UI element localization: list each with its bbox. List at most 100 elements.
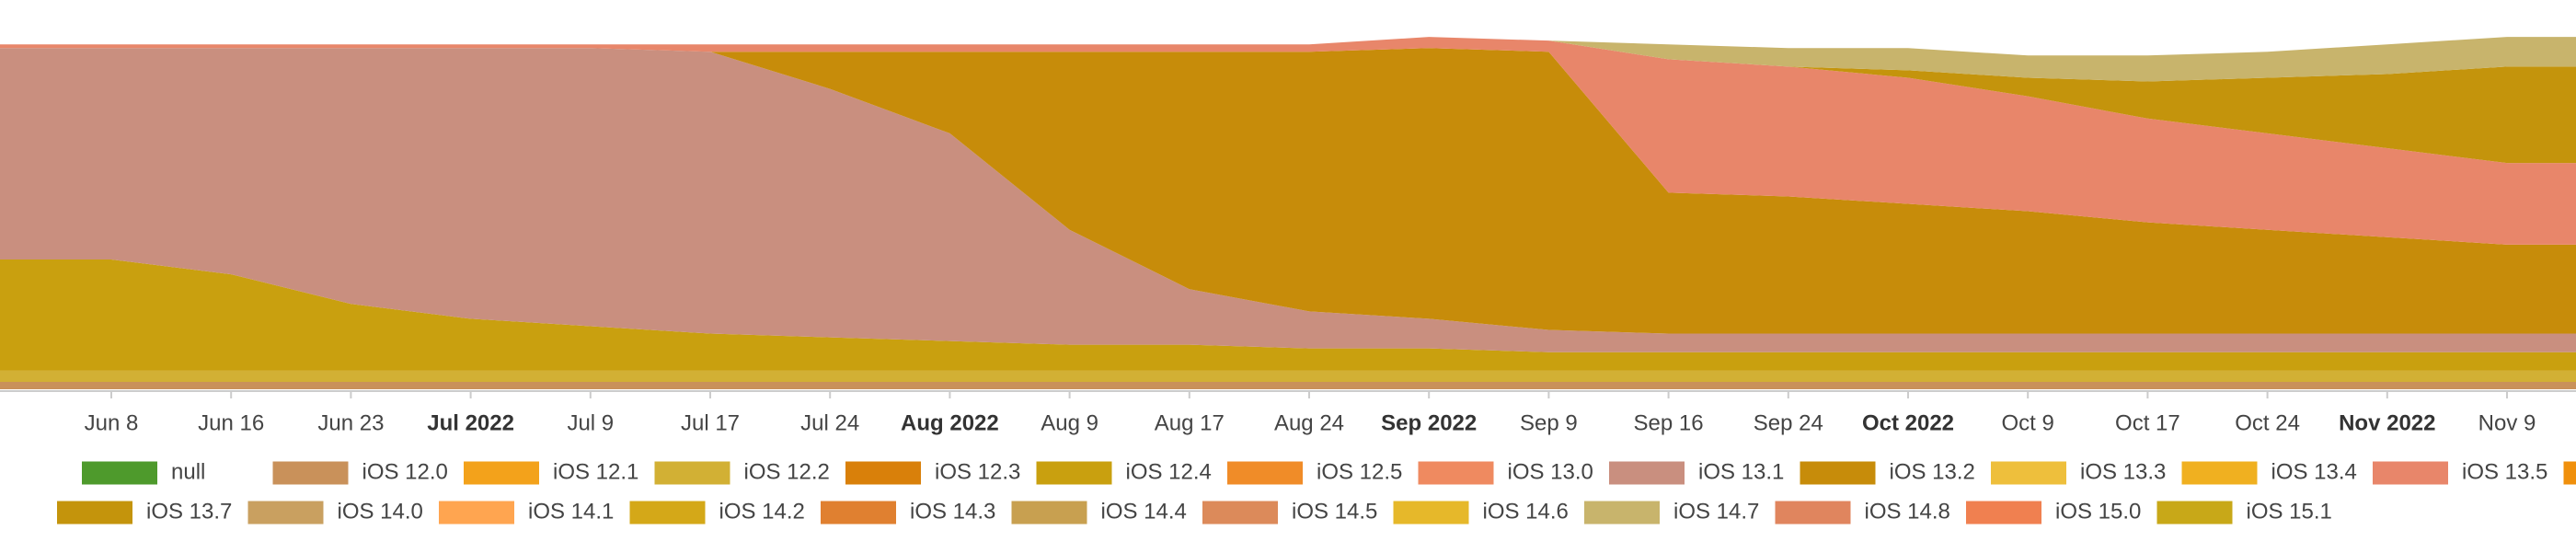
legend-label: iOS 13.1 [1698, 459, 1784, 484]
legend-item[interactable]: iOS 15.0 [1966, 499, 2141, 525]
legend-item[interactable]: iOS 13.0 [1418, 459, 1593, 485]
legend-swatch [1011, 501, 1087, 525]
x-tick-label: Oct 24 [2235, 410, 2300, 435]
x-tick-label: Jul 2022 [427, 410, 514, 435]
legend-label: iOS 12.3 [935, 459, 1020, 484]
legend-item[interactable]: iOS 15.1 [2156, 499, 2332, 525]
x-tick-label: Aug 24 [1274, 410, 1344, 435]
legend-label: iOS 15.0 [2055, 499, 2141, 524]
x-tick-label: Oct 2022 [1862, 410, 1954, 435]
legend-item[interactable]: iOS 12.5 [1227, 459, 1402, 485]
legend-label: iOS 14.7 [1673, 499, 1759, 524]
legend-item[interactable]: iOS 13.5 [2373, 459, 2547, 485]
legend-label: iOS 13.7 [146, 499, 232, 524]
legend-swatch [1775, 501, 1851, 525]
legend-label: iOS 12.1 [553, 459, 638, 484]
x-tick-label: Sep 9 [1520, 410, 1578, 435]
x-tick-label: Jul 17 [681, 410, 740, 435]
legend-swatch [1609, 461, 1685, 485]
legend-item[interactable]: iOS 14.3 [821, 499, 995, 525]
legend-swatch [1584, 501, 1660, 525]
legend-swatch [2373, 461, 2448, 485]
x-tick-label: Nov 2022 [2339, 410, 2435, 435]
x-tick-label: Jul 9 [567, 410, 614, 435]
legend-label: iOS 14.6 [1483, 499, 1569, 524]
legend-swatch [1227, 461, 1303, 485]
legend-item[interactable]: iOS 14.2 [629, 499, 805, 525]
x-tick-label: Sep 24 [1754, 410, 1823, 435]
legend-item[interactable]: iOS 13.7 [57, 499, 232, 525]
legend-swatch [1393, 501, 1469, 525]
legend-label: iOS 14.0 [338, 499, 423, 524]
legend-item[interactable]: iOS 13.3 [1991, 459, 2166, 485]
legend-swatch [845, 461, 921, 485]
legend-label: iOS 12.5 [1317, 459, 1402, 484]
legend-item[interactable]: iOS 12.2 [654, 459, 830, 485]
legend-swatch [654, 461, 730, 485]
legend-label: iOS 12.2 [744, 459, 830, 484]
legend-swatch [272, 461, 349, 485]
x-tick-label: Jun 8 [85, 410, 139, 435]
area [0, 37, 2576, 245]
area [0, 48, 2576, 334]
legend-item[interactable]: iOS 13.4 [2181, 459, 2357, 485]
legend-label: iOS 12.0 [362, 459, 448, 484]
legend-item[interactable]: iOS 13.1 [1609, 459, 1784, 485]
legend-item[interactable]: iOS 12.1 [464, 459, 638, 485]
plot-area [0, 37, 2576, 389]
legend-label: iOS 13.4 [2271, 459, 2357, 484]
legend-swatch [464, 461, 539, 485]
legend-label: iOS 14.5 [1292, 499, 1377, 524]
legend-swatch [1418, 461, 1494, 485]
x-tick-label: Jun 16 [198, 410, 264, 435]
legend-swatch [247, 501, 324, 525]
area [0, 370, 2576, 382]
area [0, 381, 2576, 389]
legend-item[interactable]: iOS 14.8 [1775, 499, 1950, 525]
legend-swatch [2156, 501, 2233, 525]
x-tick-label: Oct 9 [2002, 410, 2054, 435]
x-tick-label: Jun 23 [317, 410, 384, 435]
legend-item[interactable]: iOS 12.4 [1036, 459, 1212, 485]
legend-label: iOS 14.4 [1101, 499, 1187, 524]
legend-item[interactable]: iOS 14.0 [247, 499, 423, 525]
legend-item[interactable]: iOS 12.0 [272, 459, 448, 485]
legend-item[interactable]: iOS 14.1 [439, 499, 614, 525]
legend-item[interactable]: null [82, 459, 205, 485]
legend-swatch [1991, 461, 2066, 485]
legend-item[interactable]: iOS 14.7 [1584, 499, 1759, 525]
legend-item[interactable]: iOS 13.6 [2563, 459, 2576, 485]
legend-item[interactable]: iOS 12.3 [845, 459, 1020, 485]
legend-swatch [1800, 461, 1876, 485]
legend-label: iOS 14.3 [910, 499, 995, 524]
x-tick-label: Aug 2022 [901, 410, 999, 435]
legend-label: iOS 13.5 [2462, 459, 2547, 484]
legend-item[interactable]: iOS 14.5 [1202, 499, 1377, 525]
legend-label: iOS 14.1 [528, 499, 614, 524]
legend-swatch [1202, 501, 1278, 525]
legend-label: iOS 15.1 [2247, 499, 2332, 524]
legend-item[interactable]: iOS 14.4 [1011, 499, 1187, 525]
legend-swatch [439, 501, 514, 525]
legend-swatch [57, 501, 132, 525]
legend-swatch [1966, 501, 2041, 525]
legend-swatch [2563, 461, 2576, 485]
legend-label: iOS 14.8 [1865, 499, 1950, 524]
x-tick-label: Aug 17 [1155, 410, 1225, 435]
x-tick-label: Jul 24 [800, 410, 859, 435]
legend-label: iOS 13.2 [1890, 459, 1975, 484]
area [0, 48, 2576, 352]
x-tick-label: Sep 16 [1634, 410, 1704, 435]
area [0, 259, 2576, 371]
legend-swatch [1036, 461, 1112, 485]
x-tick-label: Nov 9 [2478, 410, 2536, 435]
legend-item[interactable]: iOS 14.6 [1393, 499, 1569, 525]
legend-swatch [2181, 461, 2258, 485]
legend-item[interactable]: iOS 13.2 [1800, 459, 1975, 485]
legend-swatch [629, 501, 706, 525]
legend-swatch [821, 501, 896, 525]
legend-label: iOS 13.0 [1508, 459, 1593, 484]
legend-label: null [171, 459, 205, 484]
legend-swatch [82, 461, 157, 485]
